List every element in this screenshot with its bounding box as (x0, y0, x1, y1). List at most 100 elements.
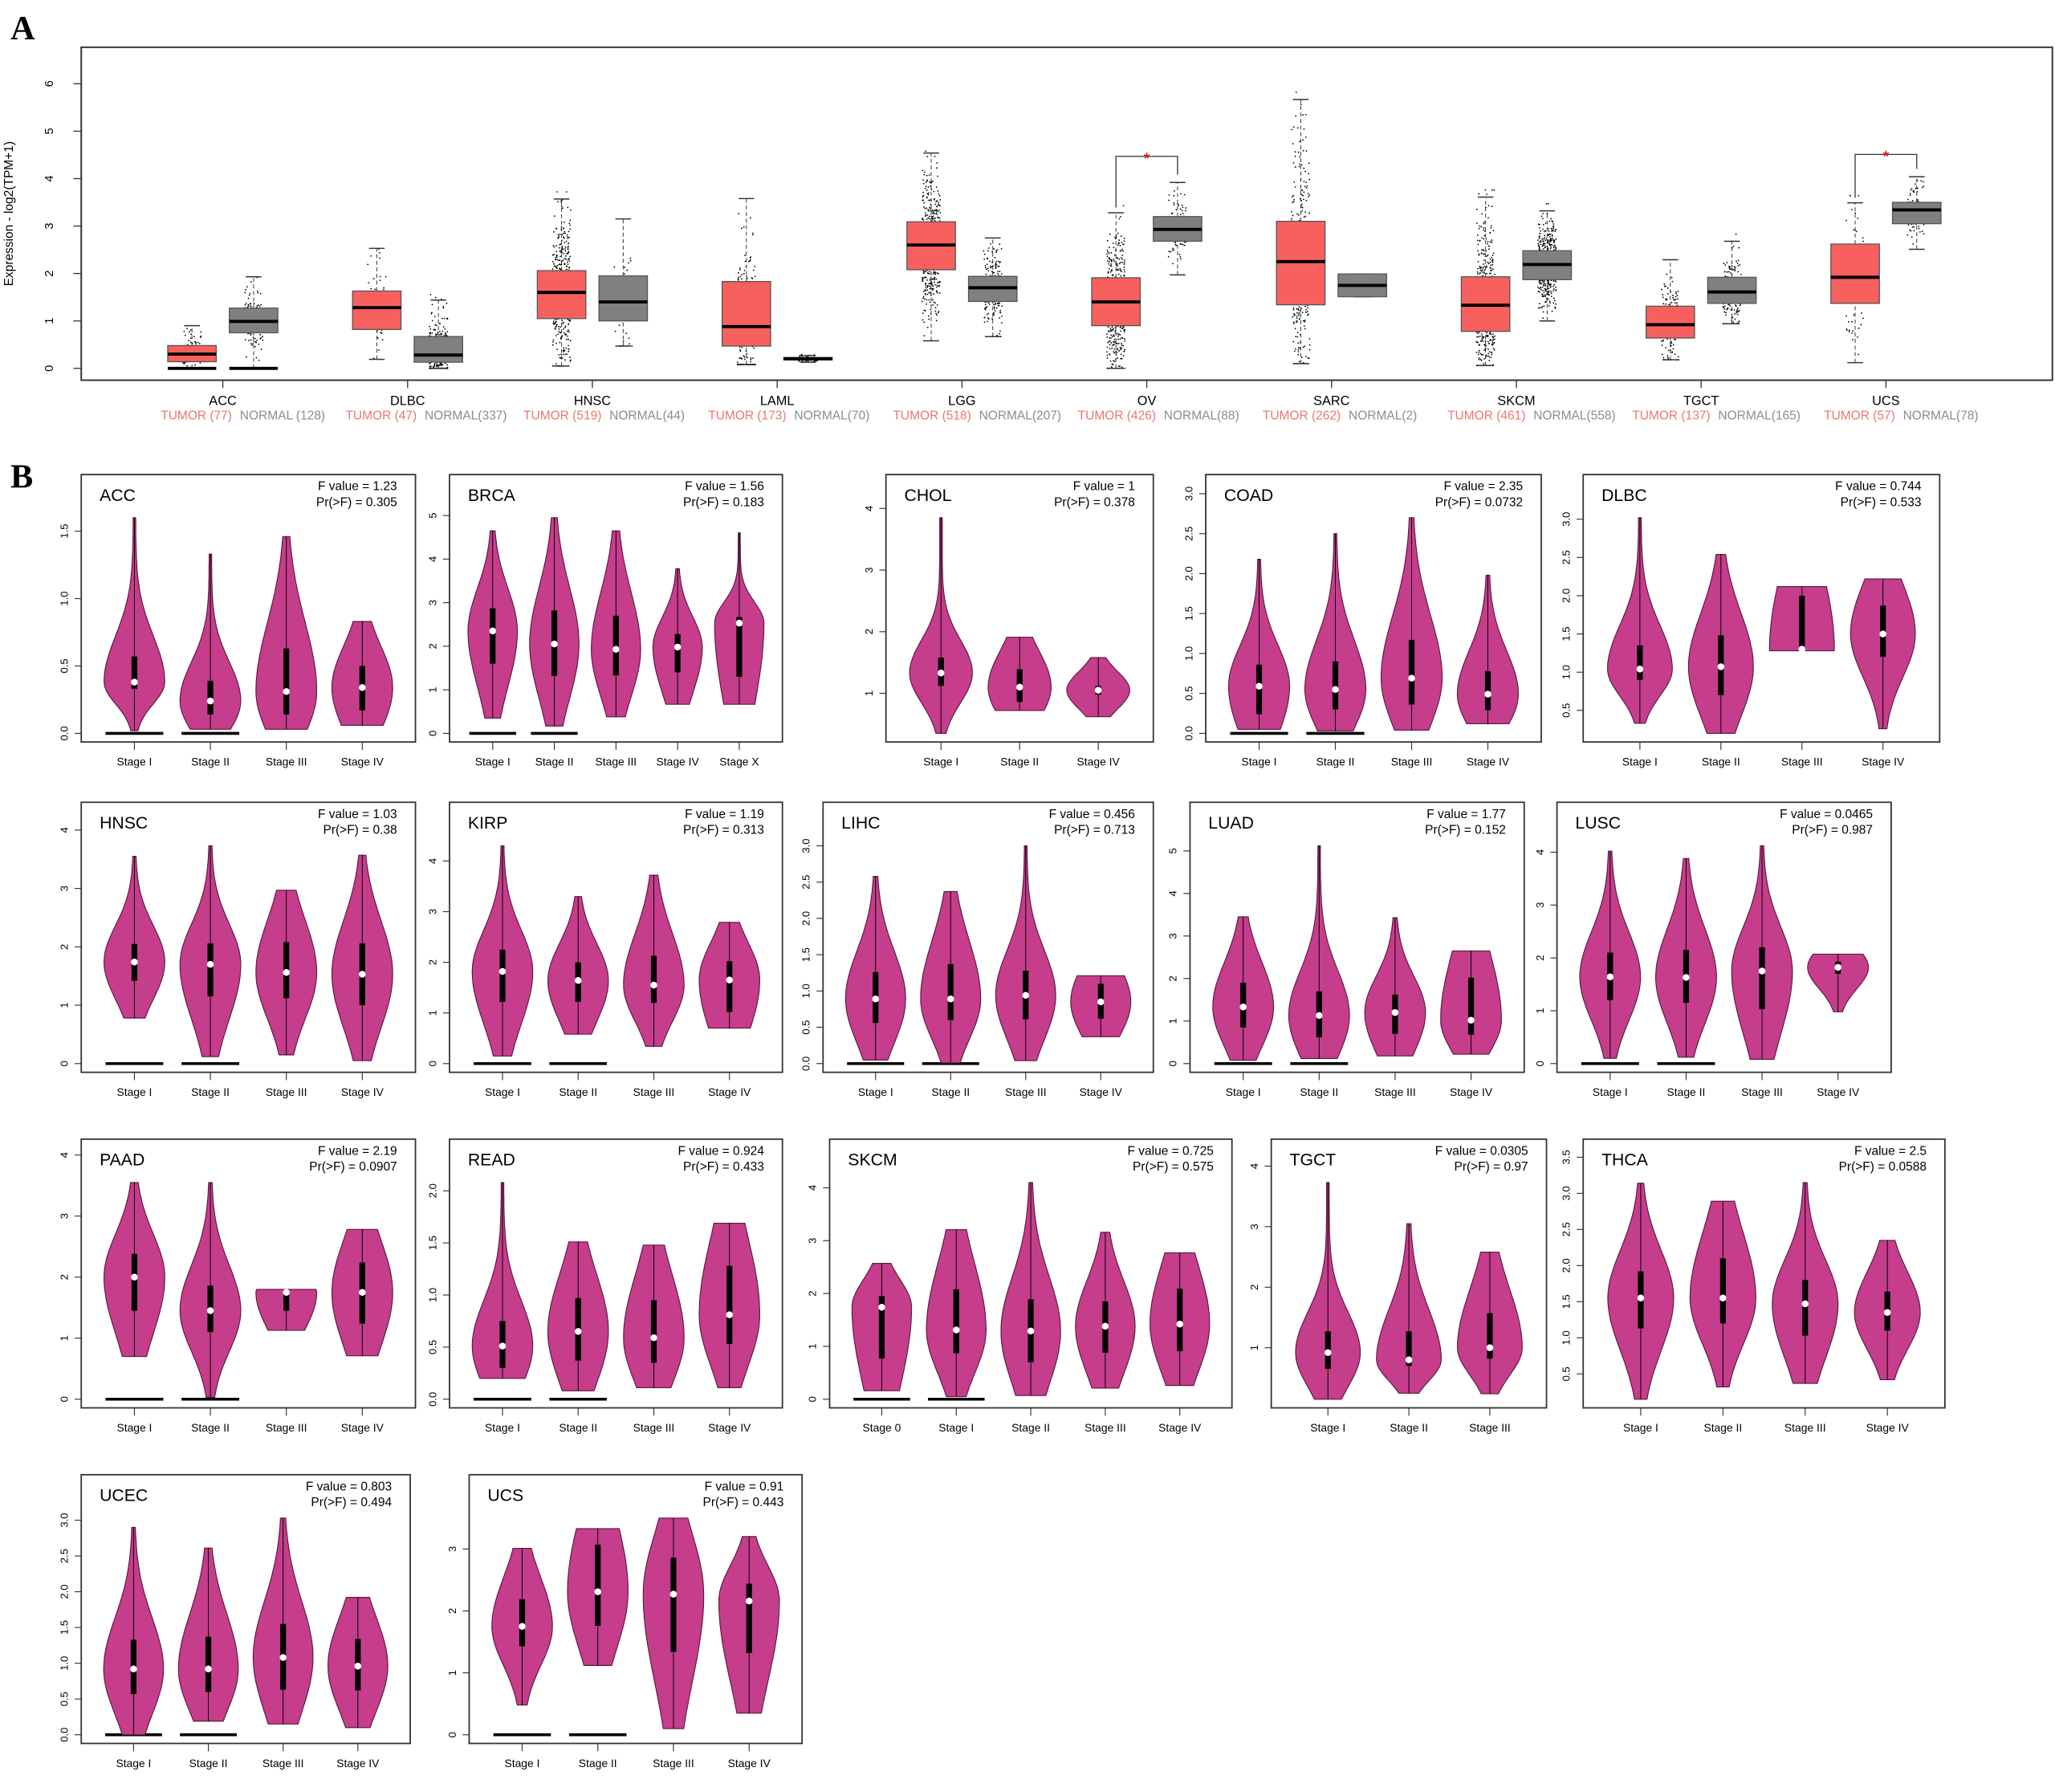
data-point (1488, 351, 1491, 353)
data-point (935, 186, 938, 188)
panel-title: THCA (1601, 1151, 1649, 1170)
data-point (1120, 330, 1122, 332)
data-point (551, 365, 554, 367)
data-point (255, 356, 258, 359)
data-point (1489, 269, 1491, 271)
data-point (1491, 259, 1494, 261)
data-point (193, 336, 196, 338)
stage-label: Stage III (266, 1085, 307, 1098)
data-point (1494, 273, 1495, 275)
violin-stage-iv (1807, 953, 1870, 1012)
stage-label: Stage I (485, 1085, 520, 1098)
data-point (930, 203, 932, 206)
stage-label: Stage II (1390, 1421, 1428, 1434)
data-point (1476, 336, 1479, 338)
data-point (923, 277, 925, 279)
y-tick-label: 0 (1167, 1061, 1179, 1066)
data-point (1294, 328, 1296, 330)
data-point (1118, 258, 1121, 260)
data-point (1108, 267, 1110, 270)
data-point (1476, 234, 1479, 236)
data-point (1295, 115, 1297, 117)
plot-frame (80, 474, 417, 743)
data-point (1110, 251, 1113, 254)
violin-iqr-bar (1487, 1313, 1493, 1359)
data-point (259, 292, 262, 295)
data-point (429, 365, 431, 368)
y-tick-label: 2.0 (426, 1183, 438, 1198)
data-point (1120, 348, 1122, 350)
data-point (934, 219, 936, 222)
data-point (1489, 261, 1491, 263)
data-point (1483, 221, 1485, 223)
data-point (1554, 246, 1557, 248)
data-point (441, 333, 443, 336)
iqr-box (721, 281, 771, 347)
y-tick-label: 3 (426, 909, 438, 914)
data-point (1482, 336, 1484, 338)
data-point (552, 320, 555, 322)
violin-iqr-bar (1332, 661, 1339, 710)
data-point (552, 339, 555, 341)
violin-stage-i (104, 1182, 165, 1401)
data-point (569, 360, 572, 362)
data-point (741, 274, 743, 276)
data-point (564, 246, 567, 248)
violin-stage-iii (1364, 917, 1426, 1057)
violin-iqr-bar (283, 648, 290, 715)
data-point (559, 250, 561, 252)
data-point (1724, 275, 1727, 277)
data-point (248, 340, 250, 341)
data-point (1552, 225, 1555, 227)
violin-median-dot (1015, 683, 1023, 691)
data-point (1491, 255, 1494, 257)
data-point (556, 191, 558, 193)
data-point (564, 353, 567, 356)
violin-iqr-bar (947, 963, 954, 1020)
data-point (1307, 192, 1309, 194)
data-point (1122, 243, 1125, 246)
data-point (566, 335, 568, 337)
data-point (995, 263, 997, 264)
violin-iqr-bar (1799, 595, 1805, 650)
data-point (934, 271, 936, 273)
data-point (740, 278, 743, 280)
violin-iqr-bar (499, 949, 506, 1002)
data-point (1913, 230, 1915, 232)
data-point (926, 218, 928, 221)
data-point (1538, 237, 1540, 239)
tumor-box-ucs (1830, 202, 1880, 364)
data-point (1546, 287, 1548, 290)
stage-label: Stage III (633, 1085, 675, 1098)
data-point (1124, 367, 1126, 369)
data-point (553, 265, 555, 267)
data-point (934, 281, 935, 283)
data-point (1661, 340, 1662, 342)
data-point (1293, 198, 1296, 201)
data-point (938, 281, 940, 283)
data-point (560, 353, 562, 356)
data-point (1548, 291, 1549, 292)
tumor-box-acc (167, 324, 218, 370)
data-point (1739, 264, 1741, 266)
data-point (1292, 316, 1294, 318)
data-point (739, 349, 741, 351)
data-point (924, 187, 926, 189)
data-point (937, 190, 939, 192)
stage-label: Stage I (475, 755, 511, 768)
violin-stage-iii (1768, 585, 1835, 653)
data-point (1483, 259, 1485, 261)
data-point (374, 288, 376, 291)
data-point (1922, 186, 1923, 189)
stage-label: Stage III (1005, 1085, 1047, 1098)
violin-median-dot (1879, 630, 1886, 637)
data-point (1116, 269, 1118, 271)
data-point (1123, 266, 1125, 268)
data-point (1109, 233, 1111, 235)
data-point (741, 227, 743, 230)
data-point (922, 206, 925, 208)
data-point (558, 263, 560, 266)
violin-iqr-bar (131, 656, 138, 690)
